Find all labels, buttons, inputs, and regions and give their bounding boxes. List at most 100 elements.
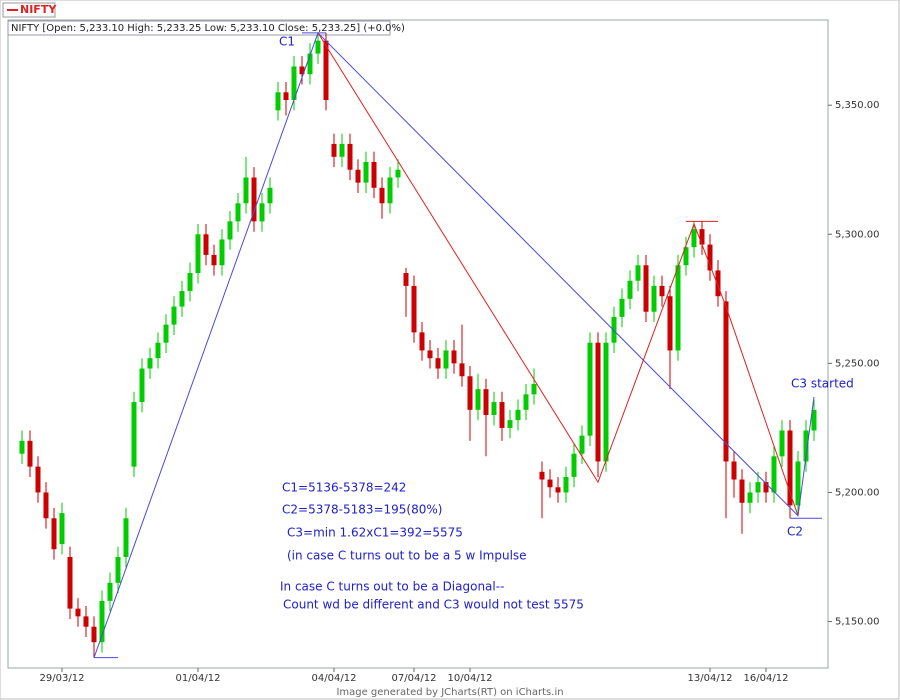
candle-body bbox=[67, 556, 73, 609]
note: C1=5136-5378=242 bbox=[282, 481, 406, 495]
candle-body bbox=[539, 471, 545, 480]
candle-body bbox=[435, 358, 441, 369]
candle-body bbox=[267, 187, 273, 204]
candle-body bbox=[19, 440, 25, 454]
candle-body bbox=[187, 273, 193, 292]
candle-body bbox=[123, 518, 129, 557]
candle-body bbox=[771, 456, 777, 493]
candle-body bbox=[307, 53, 313, 75]
trendline bbox=[317, 32, 799, 516]
x-tick-label: 01/04/12 bbox=[176, 673, 221, 684]
candle-body bbox=[811, 409, 817, 431]
candle-body bbox=[403, 273, 409, 286]
candle-body bbox=[363, 161, 369, 183]
candle-body bbox=[347, 143, 353, 170]
footer: Image generated by JCharts(RT) on iChart… bbox=[336, 687, 563, 698]
label-c1: C1 bbox=[279, 35, 295, 49]
candle-body bbox=[83, 616, 89, 627]
candle-body bbox=[619, 298, 625, 317]
candle-body bbox=[395, 169, 401, 178]
legend-box bbox=[2, 2, 56, 18]
candle-body bbox=[531, 384, 537, 395]
candle-body bbox=[107, 582, 113, 601]
candle-body bbox=[155, 342, 161, 359]
trendline bbox=[93, 31, 815, 658]
candle-body bbox=[587, 342, 593, 436]
candle-body bbox=[171, 306, 177, 325]
candle-body bbox=[579, 435, 585, 454]
candle-body bbox=[515, 409, 521, 421]
note: Count wd be different and C3 would not t… bbox=[283, 598, 584, 612]
candle-body bbox=[139, 368, 145, 403]
candle-body bbox=[315, 40, 321, 54]
candle-body bbox=[523, 394, 529, 410]
candle-body bbox=[379, 187, 385, 204]
candle-body bbox=[275, 92, 281, 111]
annotations: C1 C2 C3 started C1=5136-5378=242 C2=537… bbox=[279, 35, 854, 612]
candle-body bbox=[507, 420, 513, 428]
candle-body bbox=[371, 161, 377, 188]
candle-body bbox=[739, 479, 745, 503]
candle-body bbox=[147, 358, 153, 369]
y-tick-label: 5,250.00 bbox=[835, 358, 880, 369]
candle-body bbox=[43, 492, 49, 519]
note: C3=min 1.62xC1=392=5575 bbox=[287, 526, 463, 540]
candle-body bbox=[755, 482, 761, 493]
info-box bbox=[7, 20, 391, 36]
candle-body bbox=[291, 66, 297, 101]
candle-body bbox=[331, 143, 337, 157]
x-tick-label: 29/03/12 bbox=[40, 673, 85, 684]
candle-body bbox=[427, 350, 433, 359]
candle-body bbox=[555, 487, 561, 493]
candle-body bbox=[803, 430, 809, 462]
note: In case C turns out to be a Diagonal-- bbox=[280, 580, 504, 594]
y-tick-label: 5,300.00 bbox=[835, 229, 880, 240]
candle-body bbox=[683, 247, 689, 266]
candle-body bbox=[443, 350, 449, 369]
candle-body bbox=[203, 234, 209, 255]
chart-title: NIFTY bbox=[20, 3, 57, 16]
candle-body bbox=[787, 430, 793, 506]
candle-body bbox=[259, 203, 265, 222]
candle-body bbox=[667, 296, 673, 351]
candle-body bbox=[299, 66, 305, 75]
candle-body bbox=[691, 229, 697, 248]
candle-body bbox=[419, 332, 425, 351]
candle-body bbox=[459, 363, 465, 377]
candle-body bbox=[35, 466, 41, 493]
candle-body bbox=[211, 254, 217, 266]
plot-area bbox=[7, 19, 829, 669]
candle-body bbox=[235, 203, 241, 222]
candle-body bbox=[99, 600, 105, 643]
candle-body bbox=[699, 229, 705, 245]
candle-body bbox=[339, 143, 345, 157]
candle-body bbox=[387, 177, 393, 204]
candle-body bbox=[227, 221, 233, 240]
candle-body bbox=[723, 301, 729, 462]
candle-body bbox=[219, 239, 225, 266]
candle-body bbox=[451, 350, 457, 364]
info-text: NIFTY [Open: 5,233.10 High: 5,233.25 Low… bbox=[11, 23, 405, 34]
candle-body bbox=[75, 608, 81, 617]
candle-body bbox=[163, 324, 169, 343]
candle-body bbox=[731, 461, 737, 480]
candle-body bbox=[715, 270, 721, 297]
candle-body bbox=[467, 376, 473, 410]
candle-body bbox=[707, 244, 713, 271]
candle-body bbox=[475, 389, 481, 410]
candle-body bbox=[91, 626, 97, 643]
candle-body bbox=[563, 476, 569, 493]
candle-body bbox=[635, 265, 641, 281]
candle-body bbox=[115, 556, 121, 583]
candle-body bbox=[243, 177, 249, 204]
candle-body bbox=[27, 440, 33, 467]
candle-body bbox=[675, 265, 681, 351]
y-tick-label: 5,200.00 bbox=[835, 487, 880, 498]
candle-body bbox=[763, 482, 769, 493]
candle-body bbox=[571, 453, 577, 477]
candle-body bbox=[627, 280, 633, 299]
candle-body bbox=[643, 265, 649, 312]
x-tick-label: 16/04/12 bbox=[744, 673, 789, 684]
label-c2: C2 bbox=[787, 525, 803, 539]
